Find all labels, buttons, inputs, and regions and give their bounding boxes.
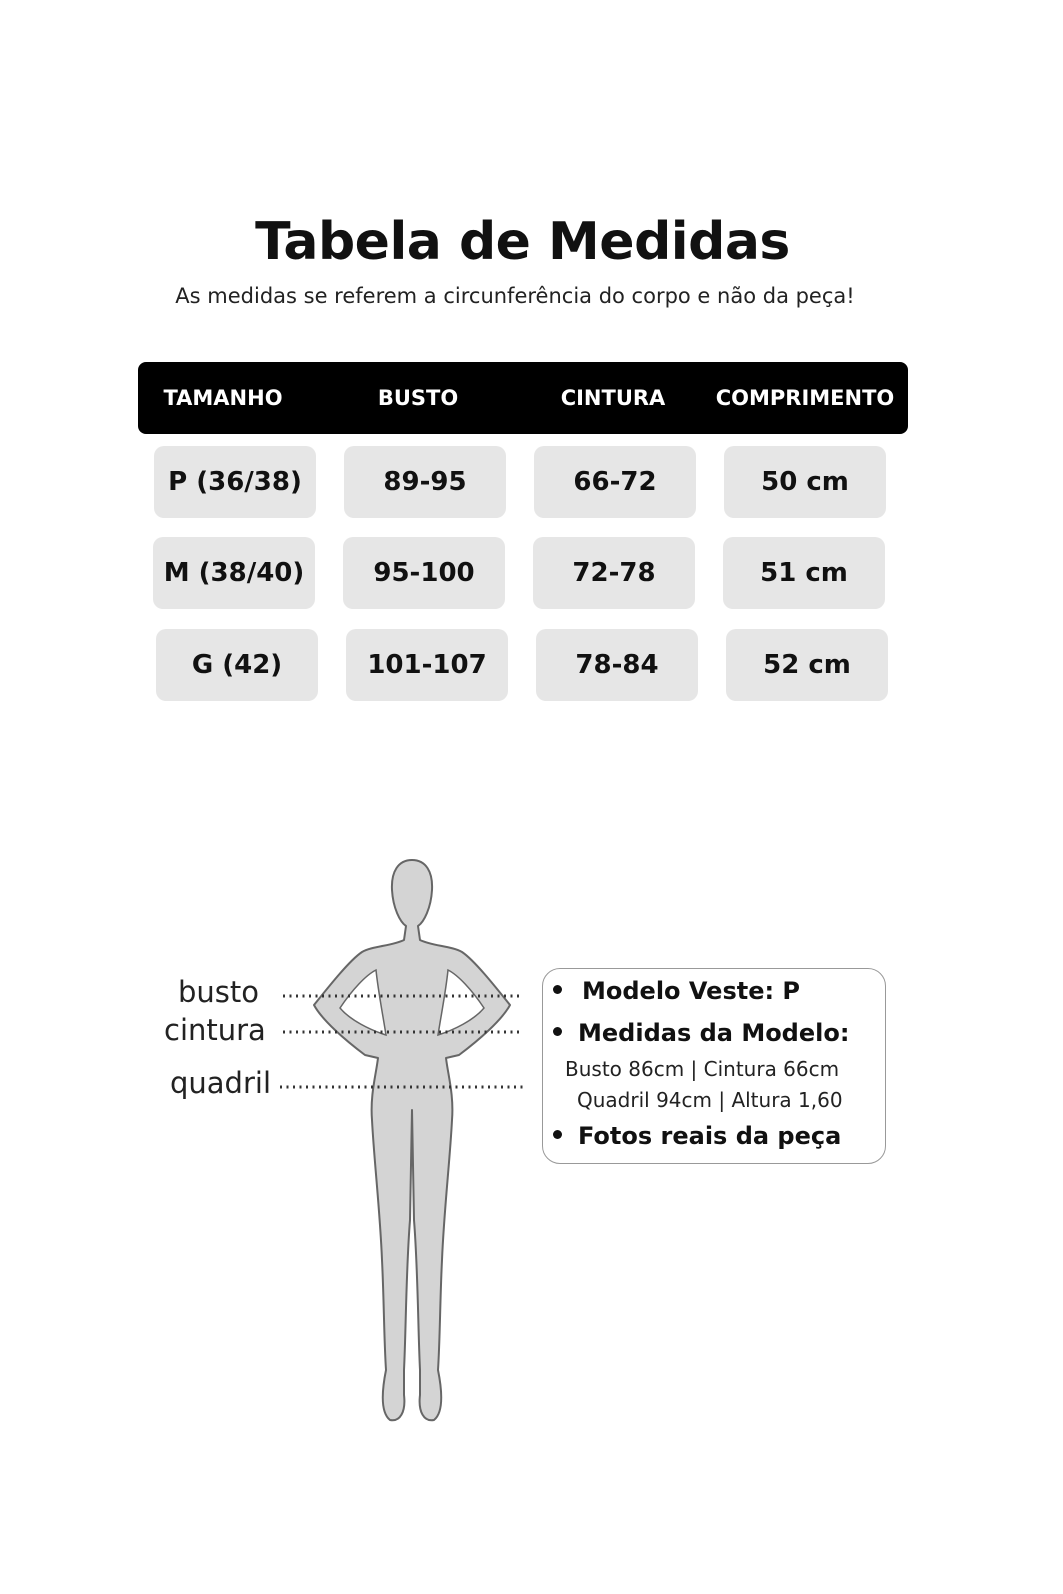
model-measures-title: Medidas da Modelo: — [578, 1019, 850, 1047]
header-bust: BUSTO — [377, 386, 459, 410]
size-cell: M (38/40) — [153, 537, 315, 609]
header-size: TAMANHO — [163, 386, 283, 410]
bullet-icon — [553, 1026, 562, 1036]
silhouette-arm-gap-right — [437, 968, 485, 1037]
page-subtitle: As medidas se referem a circunferência d… — [175, 284, 855, 308]
bust-cell: 89-95 — [344, 446, 506, 518]
model-size-text: Modelo Veste: P — [582, 977, 801, 1005]
length-cell: 51 cm — [723, 537, 885, 609]
real-photos-item: Fotos reais da peça — [553, 1122, 841, 1150]
waist-cell: 72-78 — [533, 537, 695, 609]
table-header: TAMANHO BUSTO CINTURA COMPRIMENTO — [138, 362, 908, 434]
size-cell: G (42) — [156, 629, 318, 701]
hip-label: quadril — [170, 1066, 272, 1100]
bullet-icon — [553, 1129, 562, 1139]
waist-cell: 66-72 — [534, 446, 696, 518]
bullet-icon — [553, 984, 562, 994]
length-cell: 52 cm — [726, 629, 888, 701]
header-length: COMPRIMENTO — [715, 386, 895, 410]
header-waist: CINTURA — [560, 386, 666, 410]
model-measures-line1: Busto 86cm | Cintura 66cm — [565, 1057, 840, 1081]
model-info-box: Modelo Veste: P Medidas da Modelo: Busto… — [542, 968, 886, 1164]
silhouette-body — [313, 859, 511, 1422]
size-cell: P (36/38) — [154, 446, 316, 518]
real-photos-text: Fotos reais da peça — [578, 1122, 842, 1150]
bust-cell: 95-100 — [343, 537, 505, 609]
length-cell: 50 cm — [724, 446, 886, 518]
model-size-item: Modelo Veste: P — [553, 977, 800, 1005]
model-measures-item: Medidas da Modelo: — [553, 1019, 849, 1047]
bust-cell: 101-107 — [346, 629, 508, 701]
waist-label: cintura — [164, 1013, 266, 1047]
waist-cell: 78-84 — [536, 629, 698, 701]
bust-label: busto — [178, 975, 260, 1009]
model-measures-line2: Quadril 94cm | Altura 1,60 — [577, 1088, 843, 1112]
silhouette-arm-gap-left — [339, 968, 387, 1037]
page-title: Tabela de Medidas — [255, 212, 790, 272]
